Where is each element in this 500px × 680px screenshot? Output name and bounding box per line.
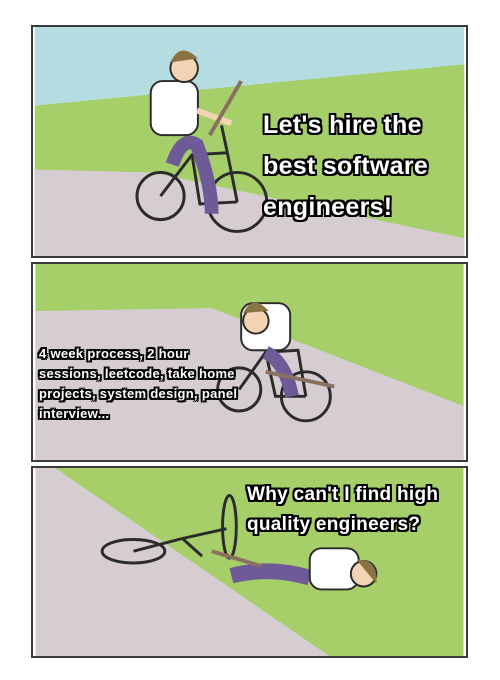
meme-panel-1: Let's hire the best software engineers!: [31, 25, 468, 258]
stick: [211, 549, 262, 568]
road: [35, 468, 330, 656]
bicycle: [135, 124, 269, 233]
meme-panel-3: Why can't I find high quality engineers?: [31, 466, 468, 658]
bicycle: [216, 348, 332, 423]
road: [35, 308, 464, 460]
panel-2-scene: [35, 264, 464, 460]
rider: [149, 50, 233, 214]
rider: [240, 302, 299, 398]
stick: [265, 369, 335, 389]
stick: [207, 80, 243, 137]
panel-1-scene: [34, 27, 465, 256]
panel-2-caption: 4 week process, 2 hour sessions, leetcod…: [39, 346, 238, 421]
panel-3-caption: Why can't I find high quality engineers?: [247, 484, 439, 535]
panel-1-caption: Let's hire the best software engineers!: [263, 111, 429, 221]
road: [34, 169, 465, 256]
fallen-rider: [229, 547, 378, 591]
meme-panel-2: 4 week process, 2 hour sessions, leetcod…: [31, 262, 468, 462]
panel-3-scene: [35, 468, 464, 656]
